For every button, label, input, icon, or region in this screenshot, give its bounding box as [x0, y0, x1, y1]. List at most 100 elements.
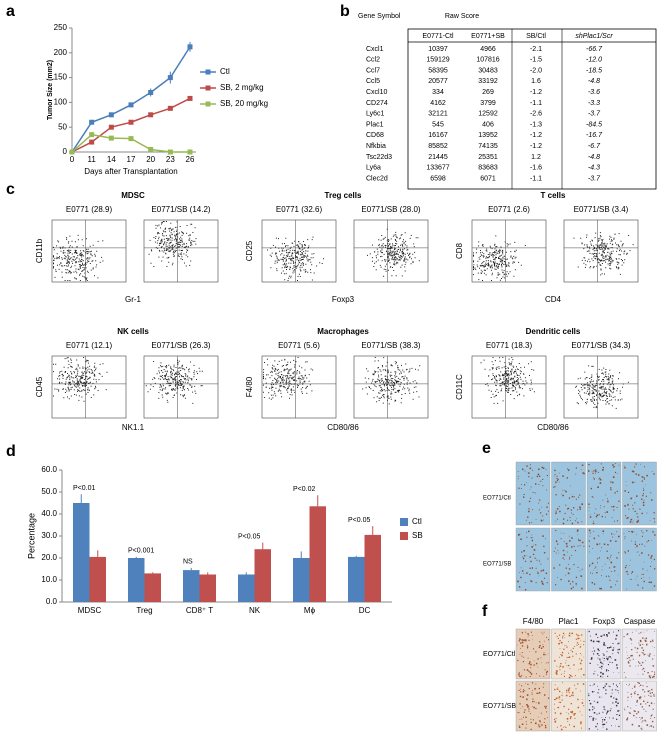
table-cell: Cxcl1 — [366, 46, 384, 53]
bar — [73, 503, 90, 602]
table-cell: -1.5 — [530, 57, 542, 64]
table-cell: 406 — [482, 121, 494, 128]
row-label: EO771/SB — [483, 562, 511, 568]
cell-dots — [263, 357, 314, 400]
panel-label: f — [482, 603, 488, 620]
x-tick-label: 0 — [70, 155, 75, 164]
table-cell: 133677 — [426, 165, 449, 172]
table-cell: Clec2d — [366, 175, 388, 182]
y-tick-label: 10.0 — [41, 575, 57, 584]
data-point — [148, 89, 154, 95]
y-tick-label: 250 — [54, 23, 68, 32]
annotation: P<0.01 — [73, 485, 95, 492]
y-tick-label: 50.0 — [41, 487, 57, 496]
data-point — [69, 149, 75, 155]
legend-label: SB, 20 mg/kg — [220, 99, 268, 108]
x-tick-label: MDSC — [78, 606, 102, 615]
plot-frame — [563, 219, 639, 283]
table-cell: Tsc22d3 — [366, 154, 392, 161]
table-cell: 25351 — [478, 154, 498, 161]
bar — [254, 549, 271, 602]
sample-label: E0771 (28.9) — [66, 205, 113, 214]
panel-label: e — [482, 440, 491, 457]
cell-dots — [148, 221, 197, 267]
sample-label: E0771 (18.3) — [486, 341, 533, 350]
column-label: F4/80 — [523, 617, 544, 626]
table-cell: -2.1 — [530, 46, 542, 53]
table-cell: -84.5 — [586, 121, 602, 128]
legend-marker — [205, 69, 211, 75]
table-cell: -1.2 — [530, 132, 542, 139]
table-cell: 4162 — [430, 100, 446, 107]
stained-cells — [588, 630, 620, 678]
table-header: Raw Score — [445, 13, 479, 20]
tissue-image — [515, 461, 551, 526]
tissue-image — [622, 680, 657, 732]
annotation: P<0.02 — [293, 486, 315, 493]
tissue-image — [622, 628, 657, 680]
table-cell: Ccl2 — [366, 57, 380, 64]
stained-cells — [623, 630, 656, 679]
x-tick-label: CD8⁺ T — [186, 606, 213, 615]
axis-label: CD11b — [35, 238, 44, 263]
data-point — [108, 124, 114, 130]
tissue-image — [551, 461, 586, 526]
table-cell: -1.2 — [530, 89, 542, 96]
group-title: Treg cells — [325, 191, 362, 200]
table-cell: 30483 — [478, 67, 498, 74]
legend-label: SB — [412, 531, 423, 540]
tissue-image — [586, 680, 622, 732]
stained-cells — [588, 529, 620, 590]
sample-label: E0771/SB (38.3) — [361, 341, 420, 350]
axis-label: CD8 — [455, 242, 464, 259]
annotation: P<0.05 — [348, 517, 370, 524]
table-cell: Cxcl10 — [366, 89, 388, 96]
bar — [144, 573, 161, 602]
bar — [238, 574, 255, 602]
x-tick-label: 14 — [107, 155, 116, 164]
table-cell: -2.0 — [530, 67, 542, 74]
table-cell: -3.3 — [588, 100, 600, 107]
axis-label: Gr-1 — [125, 295, 142, 304]
table-cell: Plac1 — [366, 121, 384, 128]
stained-cells — [624, 463, 656, 524]
y-axis-title: Tumor Size (mm2) — [47, 60, 54, 120]
y-tick-label: 150 — [54, 73, 68, 82]
table-cell: -3.7 — [588, 111, 601, 118]
axis-label: F4/80 — [245, 376, 254, 397]
group-title: Macrophages — [317, 327, 369, 336]
table-cell: 12592 — [478, 111, 498, 118]
sample-label: E0771/SB (34.3) — [571, 341, 630, 350]
table-border — [407, 28, 657, 190]
group-title: NK cells — [117, 327, 149, 336]
table-cell: Ly6c1 — [366, 111, 385, 118]
table-subheader: E0771+SB — [471, 33, 505, 40]
data-point — [108, 135, 114, 141]
tissue-image — [622, 527, 657, 592]
axis-label: CD80/86 — [327, 423, 359, 432]
cell-dots — [575, 365, 629, 409]
column-label: Caspase — [624, 617, 656, 626]
x-axis-title: Days after Transplantation — [84, 167, 177, 176]
legend-swatch — [400, 518, 408, 526]
stained-cells — [588, 683, 621, 730]
tissue-image — [622, 461, 657, 526]
axis-label: NK1.1 — [122, 423, 145, 432]
table-cell: 1.2 — [531, 154, 541, 161]
cell-dots — [267, 236, 324, 281]
table-cell: 16167 — [428, 132, 448, 139]
table-cell: -2.6 — [530, 111, 542, 118]
annotation: NS — [183, 559, 193, 566]
data-point — [148, 112, 154, 118]
table-cell: 10397 — [428, 46, 448, 53]
bar — [293, 558, 310, 602]
table-cell: 21445 — [428, 154, 448, 161]
sample-label: E0771 (5.6) — [278, 341, 320, 350]
y-tick-label: 60.0 — [41, 465, 57, 474]
column-label: Plac1 — [558, 617, 579, 626]
table-cell: 33192 — [478, 78, 498, 85]
data-point — [128, 119, 134, 125]
axis-label: CD11C — [455, 374, 464, 400]
data-point — [128, 102, 134, 108]
panel-label: c — [6, 181, 15, 198]
